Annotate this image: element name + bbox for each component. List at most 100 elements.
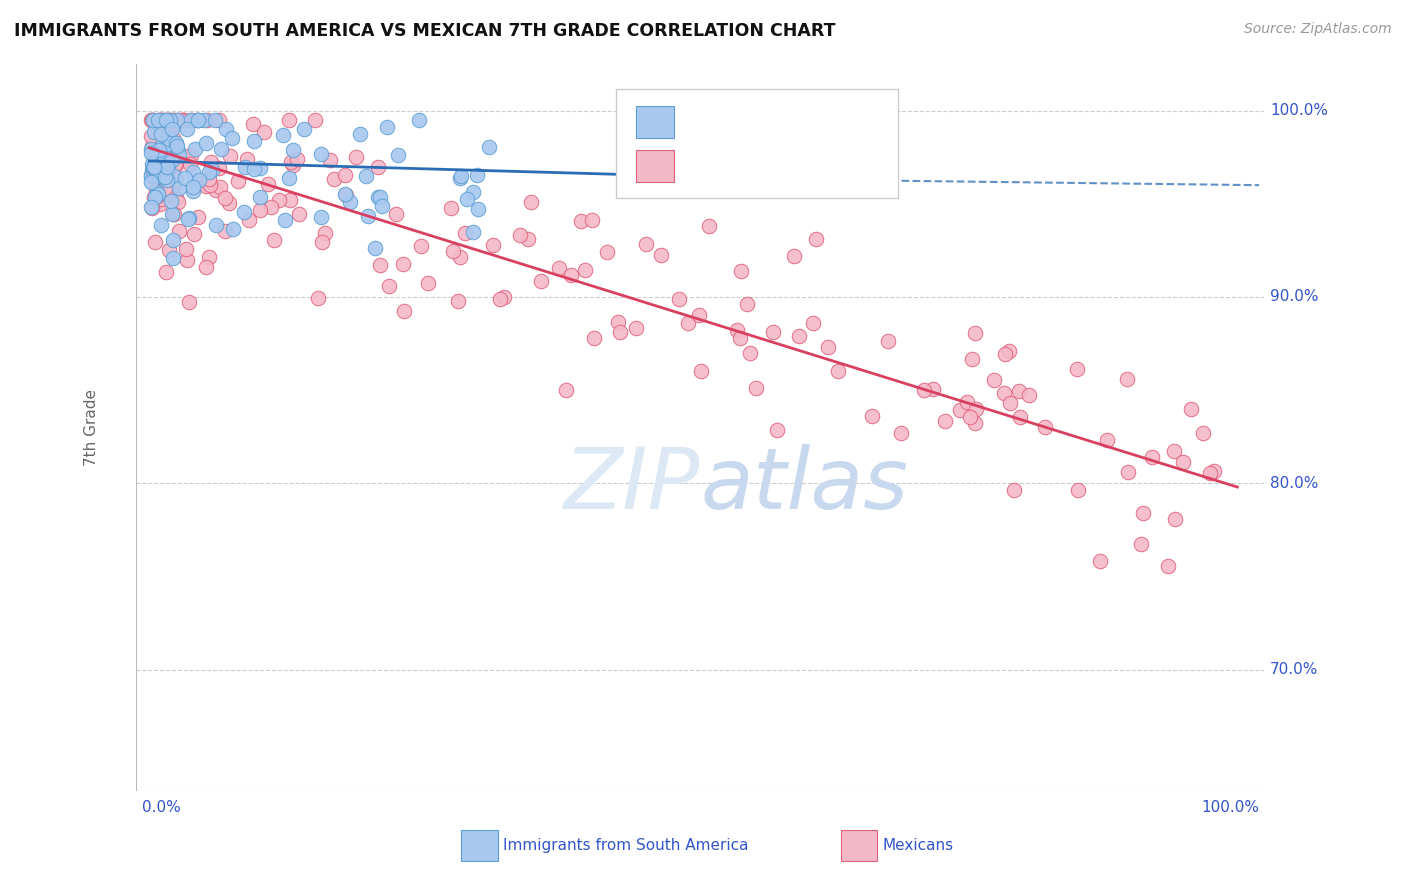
- Text: 80.0%: 80.0%: [1270, 475, 1319, 491]
- Point: [965, 401, 987, 416]
- Point: [367, 190, 389, 204]
- Point: [516, 232, 538, 246]
- Point: [145, 150, 167, 164]
- Point: [1066, 362, 1088, 376]
- Point: [186, 112, 208, 127]
- Point: [167, 195, 190, 210]
- Point: [149, 168, 172, 182]
- Point: [1115, 372, 1137, 386]
- Point: [333, 187, 356, 202]
- Point: [167, 144, 190, 158]
- Point: [766, 423, 789, 437]
- Point: [1000, 396, 1022, 410]
- Text: ZIP: ZIP: [564, 444, 700, 527]
- Point: [149, 162, 172, 177]
- Point: [143, 190, 166, 204]
- Point: [165, 172, 187, 186]
- Point: [236, 153, 259, 167]
- Point: [208, 161, 231, 176]
- Point: [581, 213, 603, 227]
- Point: [1095, 433, 1118, 447]
- Point: [167, 224, 190, 238]
- Point: [725, 323, 748, 337]
- Point: [139, 168, 162, 182]
- Point: [156, 112, 179, 127]
- Point: [560, 268, 582, 283]
- Point: [1008, 409, 1031, 424]
- Text: 100.0%: 100.0%: [1201, 800, 1258, 815]
- Point: [260, 200, 283, 214]
- Point: [335, 168, 357, 182]
- Point: [193, 112, 215, 127]
- Point: [163, 169, 186, 184]
- Point: [418, 276, 440, 290]
- Point: [149, 112, 172, 127]
- Point: [183, 227, 205, 242]
- Point: [162, 122, 184, 136]
- Point: [156, 183, 179, 197]
- Text: Mexicans: Mexicans: [883, 838, 955, 853]
- Point: [157, 128, 180, 142]
- Point: [152, 146, 174, 161]
- Point: [141, 201, 163, 215]
- Point: [200, 155, 222, 169]
- Point: [1180, 401, 1202, 416]
- Point: [219, 149, 242, 163]
- Point: [214, 191, 236, 205]
- Point: [1008, 384, 1031, 399]
- Point: [278, 170, 301, 185]
- Point: [283, 158, 305, 172]
- Point: [201, 162, 224, 177]
- Point: [139, 112, 162, 127]
- Point: [180, 112, 202, 127]
- Point: [387, 147, 409, 161]
- Text: Source: ZipAtlas.com: Source: ZipAtlas.com: [1244, 22, 1392, 37]
- Point: [146, 186, 169, 200]
- Point: [311, 235, 333, 250]
- Point: [143, 235, 166, 249]
- Point: [184, 142, 207, 156]
- Point: [242, 117, 264, 131]
- Point: [183, 184, 205, 198]
- Point: [155, 112, 177, 127]
- Point: [141, 157, 163, 171]
- Point: [146, 112, 169, 127]
- Point: [789, 328, 811, 343]
- Point: [169, 112, 191, 127]
- Point: [271, 128, 294, 142]
- Point: [162, 233, 184, 247]
- Point: [249, 203, 271, 218]
- Point: [143, 168, 166, 182]
- Point: [370, 258, 392, 272]
- Point: [960, 352, 983, 367]
- Point: [1033, 420, 1056, 434]
- Point: [440, 201, 463, 215]
- Point: [142, 124, 165, 138]
- Point: [280, 193, 302, 207]
- Point: [149, 197, 172, 211]
- Point: [180, 112, 202, 127]
- Point: [150, 170, 173, 185]
- Point: [162, 179, 184, 194]
- Point: [285, 152, 308, 166]
- Point: [181, 165, 204, 179]
- Point: [288, 207, 311, 221]
- Point: [520, 194, 543, 209]
- Point: [335, 187, 357, 202]
- Point: [319, 153, 342, 168]
- Point: [176, 121, 198, 136]
- Point: [195, 260, 218, 274]
- Point: [463, 226, 485, 240]
- Point: [555, 383, 578, 397]
- Point: [139, 142, 162, 156]
- Point: [204, 218, 226, 232]
- Point: [195, 179, 218, 194]
- Point: [278, 112, 301, 127]
- Point: [172, 112, 194, 127]
- Point: [456, 192, 478, 206]
- Point: [157, 136, 180, 151]
- Point: [167, 180, 190, 194]
- Point: [509, 227, 531, 242]
- Point: [139, 175, 162, 189]
- Point: [463, 185, 485, 199]
